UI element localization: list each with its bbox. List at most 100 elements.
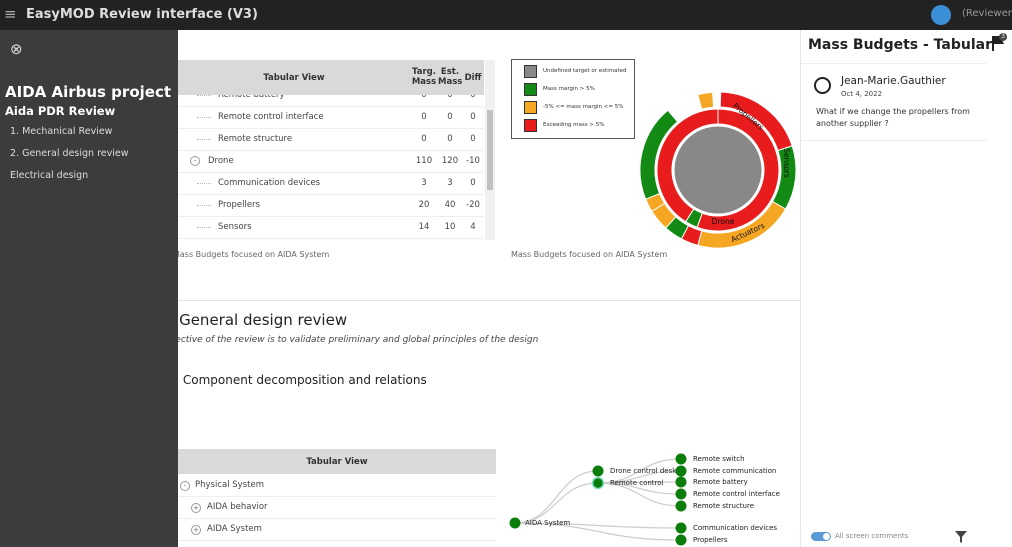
graph-node[interactable] xyxy=(675,465,687,477)
node-label: Remote control interface xyxy=(693,490,780,498)
sunburst-segment xyxy=(639,109,679,200)
nav-item[interactable]: 2. General design review xyxy=(10,148,129,159)
tree-line xyxy=(197,183,211,184)
sunburst-segment xyxy=(656,108,719,223)
avatar[interactable] xyxy=(931,5,951,25)
graph-node[interactable] xyxy=(509,517,521,529)
table-row xyxy=(178,475,496,497)
cell: 0 xyxy=(470,112,476,122)
cell: 10 xyxy=(444,222,456,232)
cell: 0 xyxy=(447,112,453,122)
tree-line xyxy=(197,95,211,96)
cell: 0 xyxy=(470,90,476,100)
graph-node[interactable] xyxy=(675,453,687,465)
graph-node[interactable] xyxy=(675,488,687,500)
table-row xyxy=(178,497,496,519)
app-title: EasyMOD Review interface (V3) xyxy=(26,7,258,22)
table-row: - Drone 110 120 -10 xyxy=(178,150,484,173)
cell: -10 xyxy=(466,156,480,166)
graph-edge xyxy=(514,522,682,541)
table-row: Communication devices 3 3 0 xyxy=(178,172,484,195)
graph-node[interactable] xyxy=(675,500,687,512)
graph-node[interactable] xyxy=(675,522,687,534)
cell: 14 xyxy=(418,222,430,232)
graph-edge xyxy=(514,482,599,524)
user-icon xyxy=(814,77,831,94)
cell: 0 xyxy=(470,134,476,144)
table-header: Tabular View Targ. Mass Est. Mass Diff xyxy=(178,60,484,95)
table-row: Remote control interface 0 0 0 xyxy=(178,106,484,129)
cell: 3 xyxy=(421,178,427,188)
cell: 20 xyxy=(418,200,430,210)
section-subtitle: 2.1 Component decomposition and relation… xyxy=(160,373,427,387)
node-label: Remote structure xyxy=(693,502,754,510)
comment-panel: Mass Budgets - Tabular Jean-Marie.Gauthi… xyxy=(800,30,992,547)
comment-date: Oct 4, 2022 xyxy=(841,90,883,98)
cell: 3 xyxy=(447,178,453,188)
graph-node[interactable] xyxy=(675,476,687,488)
top-bar: ≡ EasyMOD Review interface (V3) (Reviewe… xyxy=(0,0,1012,30)
cell: 110 xyxy=(415,156,433,166)
tree-line xyxy=(197,205,211,206)
row-label: AIDA System xyxy=(207,524,262,534)
cell: 0 xyxy=(421,90,427,100)
comment-text: What if we change the propellers from an… xyxy=(816,107,970,128)
graph-edge xyxy=(514,470,599,524)
sunburst-label: Drone xyxy=(712,217,735,226)
filter-icon[interactable] xyxy=(954,530,968,544)
graph-node[interactable] xyxy=(592,465,604,477)
panel-title: Mass Budgets - Tabular xyxy=(808,37,993,53)
cell: 0 xyxy=(470,178,476,188)
graph-edge xyxy=(597,482,682,507)
table-row: Sensors 14 10 4 xyxy=(178,216,484,239)
node-label: Communication devices xyxy=(693,524,777,532)
node-label: Propellers xyxy=(693,536,728,544)
comment-card[interactable]: Jean-Marie.Gauthier Oct 4, 2022 What if … xyxy=(801,63,986,141)
badge: 3 xyxy=(999,33,1007,41)
nav-item[interactable]: Electrical design xyxy=(10,170,89,181)
node-label: AIDA System xyxy=(525,519,570,527)
node-label: Drone control desk xyxy=(610,467,677,475)
table-row: Remote structure 0 0 0 xyxy=(178,128,484,151)
column-header: Diff xyxy=(464,73,482,83)
graph-node[interactable] xyxy=(591,476,605,490)
legend-label: -5% <= mass margin <= 5% xyxy=(543,104,624,110)
review-title: Aida PDR Review xyxy=(5,104,116,118)
divider xyxy=(160,300,800,301)
table-body: Remote battery 0 0 0 Remote control interfac… xyxy=(178,90,484,240)
table-row xyxy=(178,519,496,541)
section-title: 2. General design review xyxy=(160,311,348,329)
sunburst-segment xyxy=(697,91,715,110)
column-header: Tabular View xyxy=(263,73,325,83)
row-label: Remote structure xyxy=(218,134,293,144)
legend: Undefined target or estimated Mass margin… xyxy=(511,59,635,139)
close-button[interactable]: ⊗ xyxy=(10,40,23,58)
scrollbar[interactable] xyxy=(485,60,495,240)
nav-item[interactable]: 1. Mechanical Review xyxy=(10,126,113,137)
role: (Reviewer) xyxy=(962,8,1012,19)
tree-table-header: Tabular View xyxy=(178,449,496,474)
legend-swatch xyxy=(524,83,537,96)
row-label: Drone xyxy=(208,156,234,166)
expand-toggle: + xyxy=(191,503,201,513)
menu-icon[interactable]: ≡ xyxy=(4,5,17,23)
sunburst-center xyxy=(673,125,763,215)
caption: Mass Budgets focused on AIDA System xyxy=(173,250,330,259)
relation-graph: AIDA System Drone control desk Remote cont… xyxy=(509,453,780,546)
toggle[interactable] xyxy=(811,532,831,541)
tree-line xyxy=(197,227,211,228)
caption: Mass Budgets focused on AIDA System xyxy=(511,250,668,259)
row-label: Remote battery xyxy=(218,90,285,100)
project-title: AIDA Airbus project xyxy=(5,83,172,101)
legend-swatch xyxy=(524,65,537,78)
node-label: Remote communication xyxy=(693,467,776,475)
column-header: Est. Mass xyxy=(438,67,463,87)
collapse-toggle: - xyxy=(190,156,200,166)
cell: 0 xyxy=(447,90,453,100)
node-label: Remote battery xyxy=(693,478,748,486)
toggle-label: All screen comments xyxy=(835,532,909,540)
graph-node[interactable] xyxy=(675,534,687,546)
tree-line xyxy=(197,117,211,118)
